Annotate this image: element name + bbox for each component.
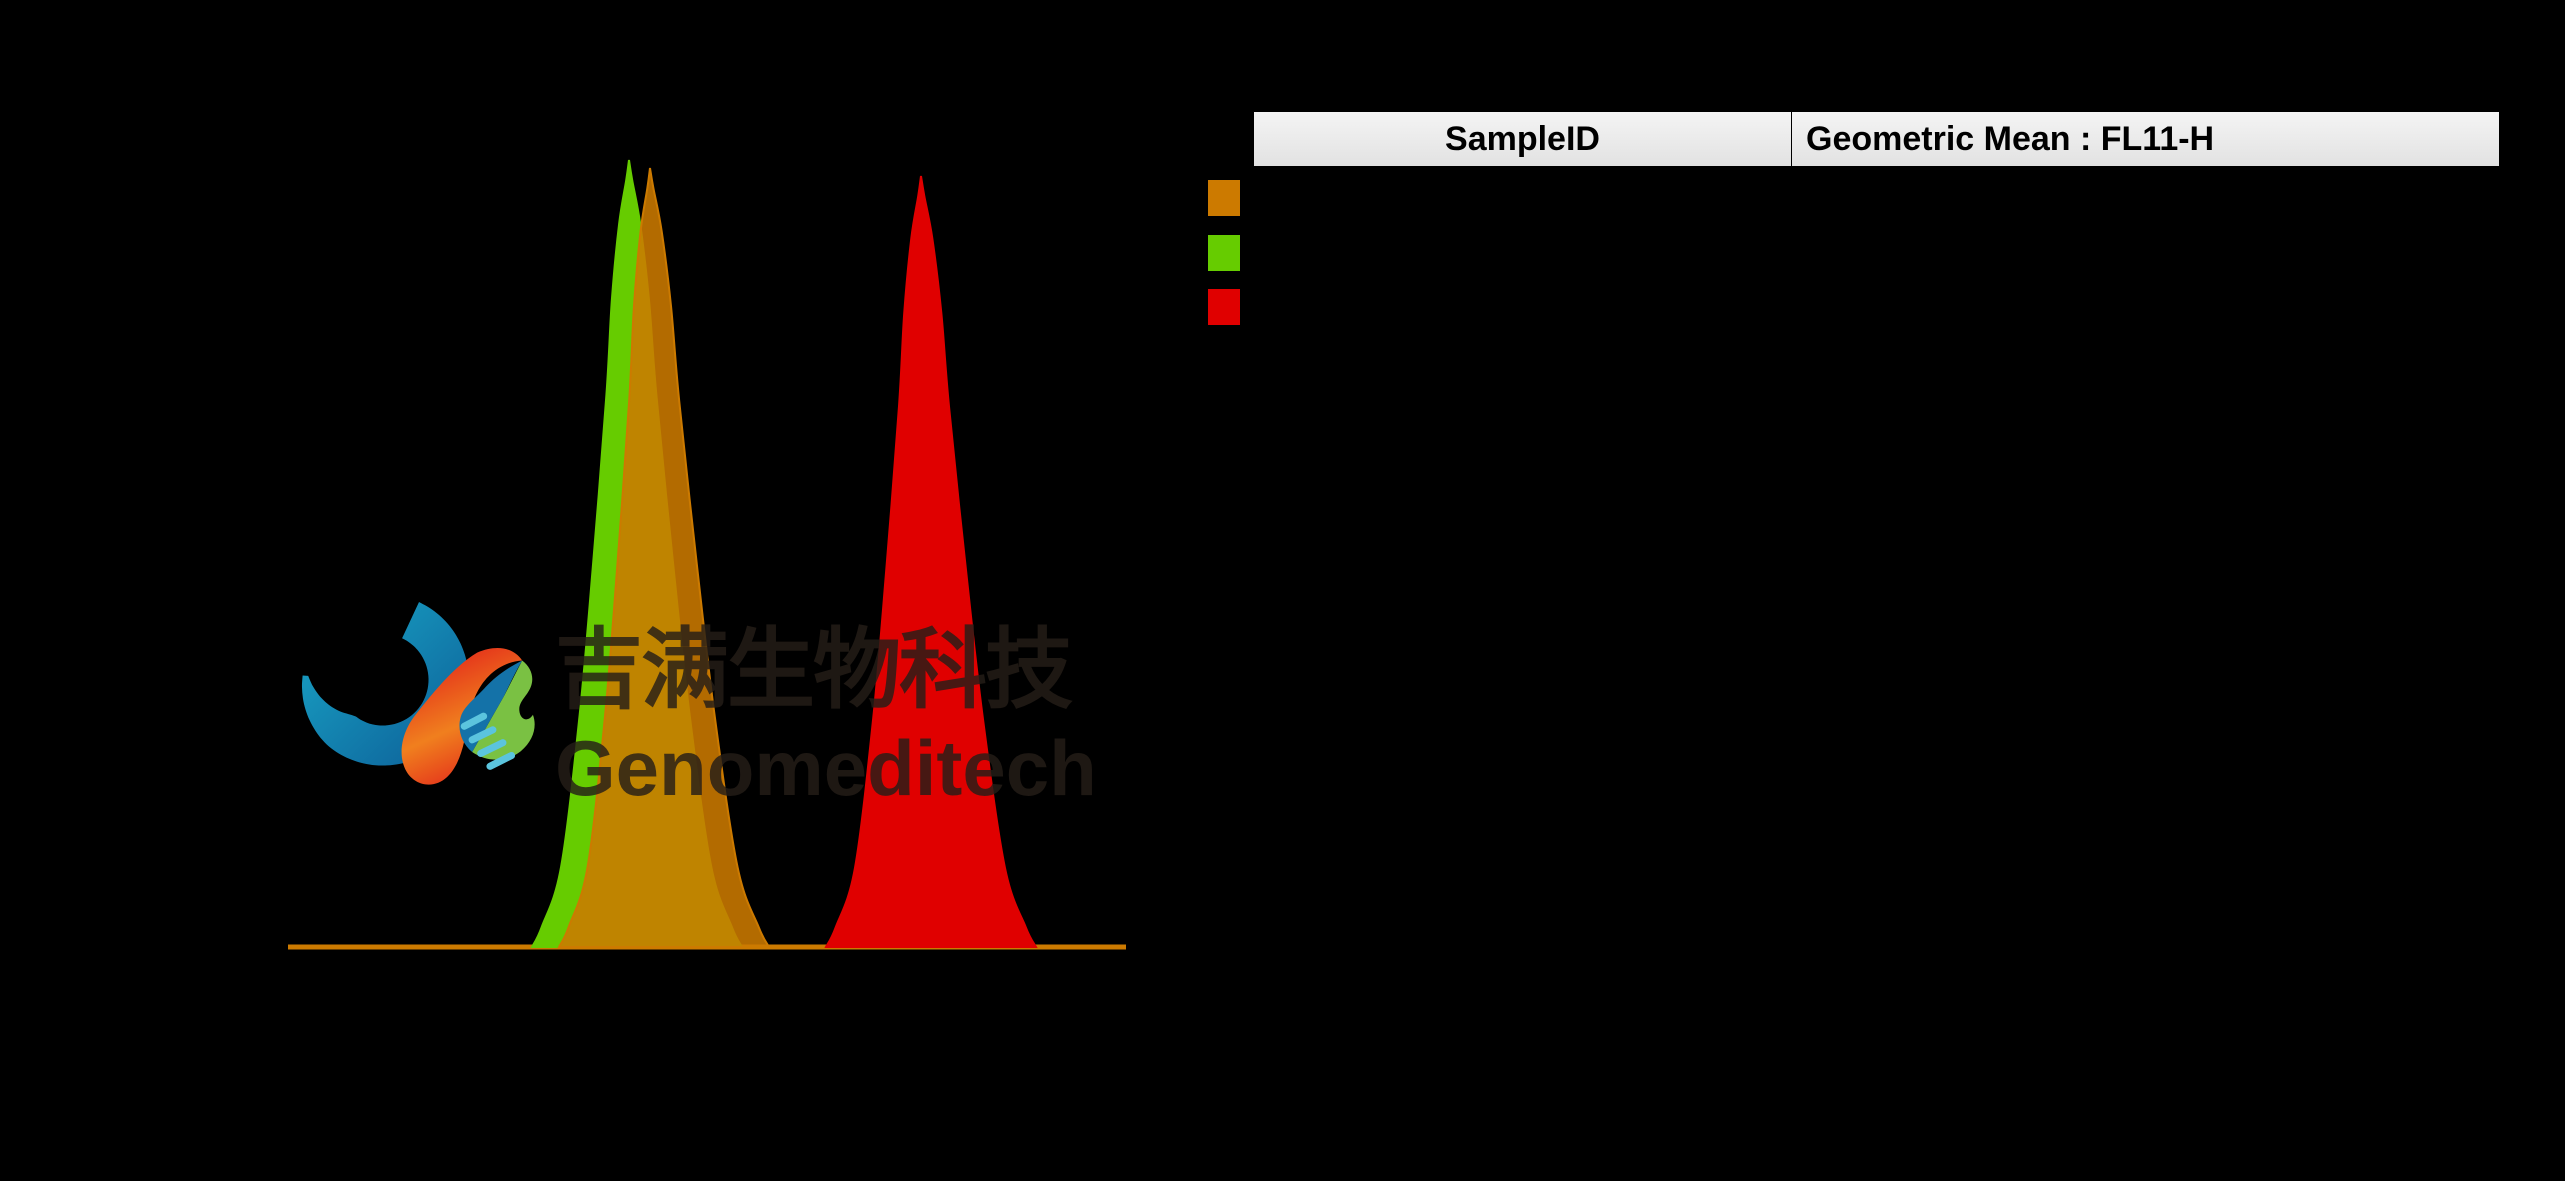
- svg-text:吉满生物科技: 吉满生物科技: [555, 620, 1073, 719]
- svg-text:Genomeditech: Genomeditech: [555, 724, 1097, 812]
